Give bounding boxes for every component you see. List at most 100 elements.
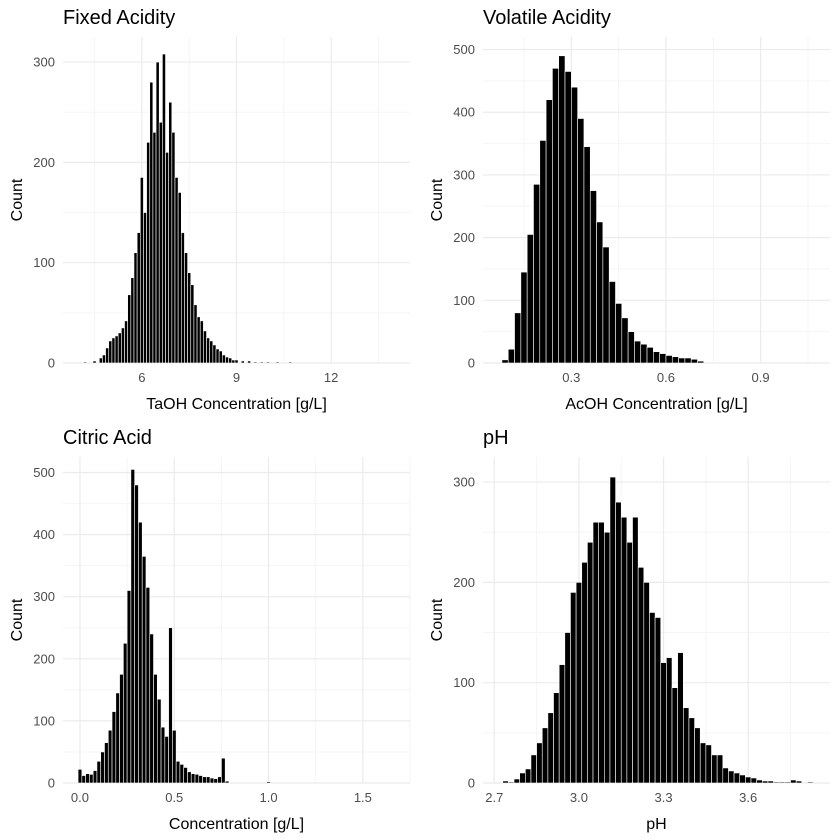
bar (525, 768, 532, 784)
bar (240, 360, 245, 364)
bar (660, 662, 667, 784)
bar (773, 781, 780, 784)
bar (575, 582, 583, 784)
x-tick-label: 3.0 (570, 790, 588, 805)
bar (160, 726, 166, 784)
bar (716, 754, 724, 784)
bar (98, 357, 103, 364)
y-tick-label: 400 (453, 105, 475, 120)
bar (133, 252, 138, 364)
bar (640, 343, 648, 364)
bar (203, 330, 207, 364)
bar (756, 779, 763, 784)
bar (649, 612, 656, 784)
bar (589, 190, 597, 364)
bar (539, 140, 547, 364)
bar (184, 252, 188, 364)
bar (627, 331, 635, 364)
bar (89, 774, 94, 784)
bar (209, 340, 214, 364)
bars (502, 476, 814, 784)
bar (177, 192, 182, 364)
bar (598, 521, 605, 784)
x-tick-label: 1.0 (260, 790, 278, 805)
x-tick-label: 0.0 (71, 790, 89, 805)
x-tick-label: 6 (138, 370, 145, 385)
bar (96, 760, 102, 784)
bar (162, 53, 166, 364)
bar (288, 361, 293, 364)
bar (784, 781, 791, 784)
x-tick-label: 0.9 (752, 370, 770, 385)
y-tick-label: 500 (453, 42, 475, 57)
x-tick-label: 3.6 (739, 790, 757, 805)
bar (218, 350, 223, 364)
bar (111, 337, 116, 364)
bars (77, 469, 271, 784)
bar (85, 773, 90, 784)
bar (697, 360, 705, 364)
y-tick-label: 300 (453, 475, 475, 490)
bar (767, 780, 774, 784)
x-tick-label: 0.3 (562, 370, 580, 385)
bar (231, 359, 236, 364)
bar (699, 742, 707, 784)
bar (124, 320, 128, 364)
bar (202, 776, 207, 784)
x-axis-label: AcOH Concentration [g/L] (565, 396, 747, 413)
bar (745, 776, 752, 784)
bar (222, 354, 226, 364)
bar (146, 142, 151, 364)
bar (508, 781, 515, 784)
bar (225, 356, 229, 364)
bar (266, 361, 270, 364)
bar (570, 592, 577, 784)
x-tick-label: 0.5 (165, 790, 183, 805)
bar (501, 359, 509, 364)
bar (615, 303, 623, 364)
y-tick-label: 200 (33, 155, 55, 170)
chart-title: Fixed Acidity (63, 7, 175, 29)
bar (592, 521, 599, 784)
bar (583, 146, 591, 364)
bar (183, 767, 188, 784)
bar (608, 281, 616, 364)
bar (145, 587, 151, 784)
bar (164, 736, 169, 784)
bar (212, 344, 217, 364)
bar (187, 272, 192, 364)
y-axis-label: Count (9, 178, 26, 221)
chart-title: Volatile Acidity (483, 7, 611, 29)
x-tick-label: 2.7 (485, 790, 503, 805)
bar (121, 327, 125, 364)
bar (507, 348, 515, 364)
bar (541, 727, 549, 784)
y-tick-label: 0 (468, 356, 475, 371)
bar (111, 711, 117, 784)
bar (513, 778, 520, 784)
bar (92, 770, 98, 784)
gridlines (63, 37, 410, 364)
bar (643, 582, 650, 784)
bar (571, 86, 578, 364)
bar (126, 590, 132, 784)
bar (577, 118, 585, 364)
bar (564, 632, 571, 784)
bar (165, 152, 169, 364)
panel-2: 0.3 0.6 0.9 0 100 200 300 400 500 Volatile Acidit… (429, 7, 830, 413)
bar (275, 361, 280, 364)
bar (609, 476, 616, 784)
bar (678, 357, 686, 364)
bar (105, 347, 110, 364)
bar (152, 131, 157, 364)
bar (653, 351, 660, 364)
bar (659, 353, 667, 364)
bar (156, 698, 162, 784)
bar (626, 541, 633, 784)
bar (558, 664, 566, 784)
bar (587, 541, 594, 784)
bar (807, 781, 814, 784)
bar (115, 692, 120, 784)
y-tick-label: 100 (453, 293, 475, 308)
